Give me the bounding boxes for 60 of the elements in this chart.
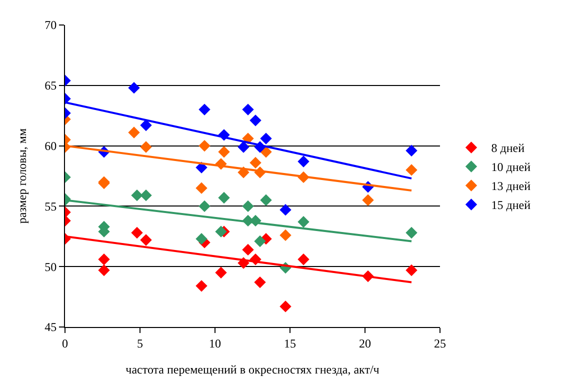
point	[238, 141, 250, 153]
point	[98, 254, 110, 266]
x-tick-label: 25	[434, 336, 446, 350]
point	[298, 254, 310, 266]
y-tick-label: 60	[44, 139, 57, 153]
y-tick-label: 50	[44, 260, 57, 274]
point	[128, 82, 140, 94]
point	[198, 104, 210, 116]
point	[406, 226, 418, 239]
point	[260, 194, 272, 206]
point	[215, 266, 227, 278]
point	[406, 264, 418, 276]
x-axis-title: частота перемещений в окресностях гнезда, акт/ч	[126, 362, 380, 376]
x-tick-label: 5	[137, 336, 143, 350]
point	[280, 229, 292, 242]
point	[242, 104, 254, 116]
point	[260, 146, 272, 158]
point	[131, 189, 143, 202]
point	[406, 144, 418, 156]
point	[280, 204, 292, 216]
point	[260, 132, 272, 144]
point	[218, 192, 230, 204]
x-tick-label: 15	[284, 336, 296, 350]
point	[298, 216, 310, 228]
legend-label: 13 дней	[491, 179, 532, 194]
point	[196, 280, 208, 292]
point	[198, 200, 210, 212]
point	[254, 276, 266, 288]
y-tick-label: 55	[44, 199, 57, 214]
x-tick-label: 10	[209, 336, 221, 350]
x-tick-label: 20	[359, 336, 371, 350]
y-axis-title: размер головы, мм	[14, 128, 29, 224]
y-tick-label: 70	[44, 18, 57, 32]
point	[250, 114, 262, 126]
point	[140, 119, 152, 132]
point	[140, 234, 152, 246]
point	[140, 141, 152, 153]
legend-label: 15 дней	[491, 198, 532, 212]
point	[215, 226, 227, 238]
point	[242, 244, 254, 256]
point	[196, 182, 208, 194]
point	[218, 146, 230, 158]
y-tick-label: 45	[44, 320, 57, 334]
point	[131, 226, 143, 239]
y-tick-label: 65	[44, 78, 57, 93]
point	[128, 126, 140, 138]
point	[298, 156, 310, 168]
point	[406, 164, 418, 176]
legend-label: 8 дней	[491, 141, 526, 156]
legend-label: 10 дней	[491, 160, 532, 174]
x-tick-label: 0	[62, 336, 68, 350]
point	[250, 156, 262, 169]
point	[198, 140, 210, 152]
point	[280, 300, 292, 312]
point	[254, 235, 266, 248]
point	[98, 264, 110, 276]
point	[362, 194, 374, 206]
point	[196, 232, 208, 245]
point	[140, 189, 152, 202]
point	[242, 200, 254, 212]
